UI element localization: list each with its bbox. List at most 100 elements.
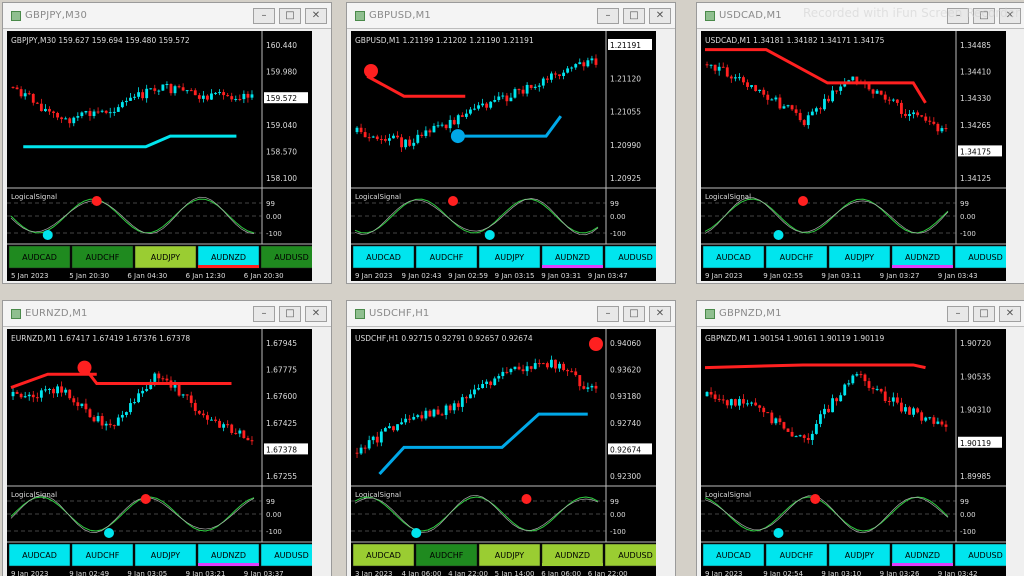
active-symbol-indicator	[198, 265, 259, 268]
maximize-button[interactable]: □	[973, 8, 995, 24]
symbol-button[interactable]: AUDCAD	[8, 245, 71, 269]
price-chart[interactable]: GBPNZD,M1 1.90154 1.90161 1.90119 1.9011…	[701, 329, 1006, 576]
symbol-button[interactable]: AUDNZD	[891, 543, 954, 567]
symbol-button[interactable]: AUDUSD	[260, 245, 312, 269]
candle-body	[44, 389, 47, 391]
candle-body	[72, 398, 76, 403]
close-button[interactable]: ✕	[999, 306, 1021, 322]
candle-body	[371, 136, 375, 138]
symbol-button[interactable]: AUDNZD	[891, 245, 954, 269]
candle-body	[863, 374, 867, 382]
maximize-button[interactable]: □	[279, 306, 301, 322]
symbol-button[interactable]: AUDNZD	[197, 245, 260, 269]
candle-body	[928, 120, 932, 122]
window-titlebar[interactable]: GBPUSD,M1 – □ ✕	[347, 3, 675, 29]
symbol-button[interactable]: AUDUSD	[954, 543, 1006, 567]
candle-body	[916, 408, 920, 413]
symbol-button[interactable]: AUDCHF	[415, 245, 478, 269]
trend-line	[705, 48, 927, 104]
symbol-button[interactable]: AUDCAD	[702, 543, 765, 567]
candle-body	[513, 366, 517, 370]
symbol-button[interactable]: AUDCHF	[765, 543, 828, 567]
minimize-button[interactable]: –	[597, 306, 619, 322]
close-button[interactable]: ✕	[649, 306, 671, 322]
symbol-button[interactable]: AUDJPY	[828, 245, 891, 269]
maximize-button[interactable]: □	[973, 306, 995, 322]
candle-body	[521, 89, 525, 94]
price-chart[interactable]: EURNZD,M1 1.67417 1.67419 1.67376 1.6737…	[7, 329, 312, 576]
window-titlebar[interactable]: USDCHF,H1 – □ ✕	[347, 301, 675, 327]
chart-window[interactable]: GBPNZD,M1 – □ ✕ GBPNZD,M1 1.90154 1.90161 1.…	[696, 300, 1024, 576]
symbol-button[interactable]: AUDUSD	[604, 245, 656, 269]
window-titlebar[interactable]: GBPNZD,M1 – □ ✕	[697, 301, 1024, 327]
symbol-button[interactable]: AUDJPY	[828, 543, 891, 567]
symbol-button[interactable]: AUDCAD	[352, 543, 415, 567]
symbol-button[interactable]: AUDJPY	[478, 543, 541, 567]
candle-body	[432, 125, 436, 133]
candle-body	[847, 383, 851, 385]
symbol-button-label: AUDNZD	[555, 551, 590, 560]
maximize-button[interactable]: □	[623, 8, 645, 24]
maximize-button[interactable]: □	[623, 306, 645, 322]
price-chart[interactable]: GBPUSD,M1 1.21199 1.21202 1.21190 1.2119…	[351, 31, 656, 281]
candle-body	[238, 430, 242, 434]
candle-body	[88, 111, 92, 117]
symbol-button[interactable]: AUDCAD	[702, 245, 765, 269]
candle-body	[44, 108, 47, 112]
candle-body	[871, 387, 875, 390]
chart-window[interactable]: EURNZD,M1 – □ ✕ EURNZD,M1 1.67417 1.67419 1.…	[2, 300, 332, 576]
candle-body	[149, 381, 153, 390]
indicator-tick-label: 99	[610, 200, 619, 208]
symbol-button[interactable]: AUDNZD	[541, 245, 604, 269]
symbol-button[interactable]: AUDCHF	[71, 543, 134, 567]
candle-body	[15, 391, 19, 394]
symbol-button[interactable]: AUDCAD	[352, 245, 415, 269]
candle-body	[887, 99, 891, 101]
price-chart[interactable]: GBPJPY,M30 159.627 159.694 159.480 159.5…	[7, 31, 312, 281]
symbol-button[interactable]: AUDNZD	[541, 543, 604, 567]
close-button[interactable]: ✕	[305, 306, 327, 322]
chart-window[interactable]: USDCHF,H1 – □ ✕ USDCHF,H1 0.92715 0.92791 0.…	[346, 300, 676, 576]
close-button[interactable]: ✕	[305, 8, 327, 24]
signal-dot-bottom	[773, 528, 784, 538]
symbol-button[interactable]: AUDJPY	[478, 245, 541, 269]
candle-body	[76, 116, 80, 118]
price-chart[interactable]: USDCAD,M1 1.34181 1.34182 1.34171 1.3417…	[701, 31, 1006, 281]
chart-window[interactable]: GBPUSD,M1 – □ ✕ GBPUSD,M1 1.21199 1.21202 1.…	[346, 2, 676, 284]
time-axis-label: 9 Jan 2023	[705, 272, 743, 280]
chart-window[interactable]: USDCAD,M1 – □ ✕ USDCAD,M1 1.34181 1.34182 1.…	[696, 2, 1024, 284]
symbol-button[interactable]: AUDUSD	[604, 543, 656, 567]
minimize-button[interactable]: –	[597, 8, 619, 24]
close-button[interactable]: ✕	[999, 8, 1021, 24]
symbol-button[interactable]: AUDJPY	[134, 245, 197, 269]
candle-body	[733, 77, 737, 79]
candle-body	[197, 410, 201, 414]
candle-body	[594, 385, 598, 389]
minimize-button[interactable]: –	[253, 306, 275, 322]
symbol-button[interactable]: AUDUSD	[954, 245, 1006, 269]
symbol-button[interactable]: AUDCHF	[71, 245, 134, 269]
symbol-button[interactable]: AUDJPY	[134, 543, 197, 567]
symbol-button[interactable]: AUDCAD	[8, 543, 71, 567]
minimize-button[interactable]: –	[253, 8, 275, 24]
symbol-button[interactable]: AUDUSD	[260, 543, 312, 567]
window-titlebar[interactable]: EURNZD,M1 – □ ✕	[3, 301, 331, 327]
price-tick-label: 1.34485	[960, 41, 991, 50]
symbol-button-label: AUDCHF	[780, 253, 814, 262]
minimize-button[interactable]: –	[947, 8, 969, 24]
symbol-button[interactable]: AUDCHF	[415, 543, 478, 567]
candle-body	[388, 138, 391, 141]
time-axis-label: 9 Jan 03:43	[938, 272, 978, 280]
price-chart[interactable]: USDCHF,H1 0.92715 0.92791 0.92657 0.9267…	[351, 329, 656, 576]
minimize-button[interactable]: –	[947, 306, 969, 322]
indicator-line	[10, 198, 255, 234]
symbol-button-label: AUDJPY	[845, 253, 874, 262]
close-button[interactable]: ✕	[649, 8, 671, 24]
symbol-button[interactable]: AUDCHF	[765, 245, 828, 269]
symbol-button[interactable]: AUDNZD	[197, 543, 260, 567]
window-titlebar[interactable]: GBPJPY,M30 – □ ✕	[3, 3, 331, 29]
maximize-button[interactable]: □	[279, 8, 301, 24]
window-titlebar[interactable]: USDCAD,M1 – □ ✕	[697, 3, 1024, 29]
chart-window[interactable]: GBPJPY,M30 – □ ✕ GBPJPY,M30 159.627 159.694 …	[2, 2, 332, 284]
candle-body	[359, 447, 363, 454]
